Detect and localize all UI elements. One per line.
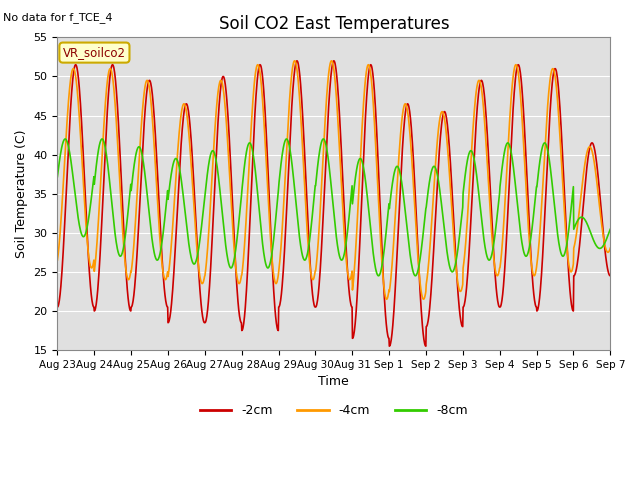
-4cm — [420, 296, 428, 302]
-2cm — [493, 288, 500, 294]
-4cm — [493, 272, 500, 278]
-4cm — [291, 58, 298, 64]
-2cm — [163, 303, 171, 309]
-2cm — [385, 343, 393, 349]
-4cm — [541, 139, 549, 144]
-2cm — [420, 339, 428, 345]
-4cm — [607, 245, 614, 251]
-2cm — [238, 327, 246, 333]
-8cm — [493, 219, 500, 225]
-8cm — [61, 136, 69, 142]
-2cm — [607, 273, 614, 279]
Text: No data for f_TCE_4: No data for f_TCE_4 — [3, 12, 113, 23]
-4cm — [54, 257, 61, 263]
-2cm — [293, 58, 301, 64]
-8cm — [420, 220, 428, 226]
-8cm — [163, 192, 171, 197]
Y-axis label: Soil Temperature (C): Soil Temperature (C) — [15, 130, 28, 258]
-4cm — [177, 118, 184, 124]
-8cm — [177, 173, 184, 179]
Text: VR_soilco2: VR_soilco2 — [63, 46, 126, 59]
-4cm — [420, 296, 428, 301]
-2cm — [54, 304, 61, 310]
-2cm — [541, 201, 549, 207]
Line: -4cm: -4cm — [58, 61, 611, 299]
-8cm — [412, 273, 419, 279]
-8cm — [607, 227, 614, 232]
Line: -2cm: -2cm — [58, 61, 611, 346]
Legend: -2cm, -4cm, -8cm: -2cm, -4cm, -8cm — [195, 399, 473, 422]
X-axis label: Time: Time — [319, 375, 349, 388]
Title: Soil CO2 East Temperatures: Soil CO2 East Temperatures — [218, 15, 449, 33]
-4cm — [238, 269, 246, 275]
-8cm — [54, 174, 61, 180]
-8cm — [541, 140, 549, 146]
-2cm — [177, 154, 184, 159]
Line: -8cm: -8cm — [58, 139, 611, 276]
-4cm — [163, 273, 171, 279]
-8cm — [239, 180, 246, 186]
